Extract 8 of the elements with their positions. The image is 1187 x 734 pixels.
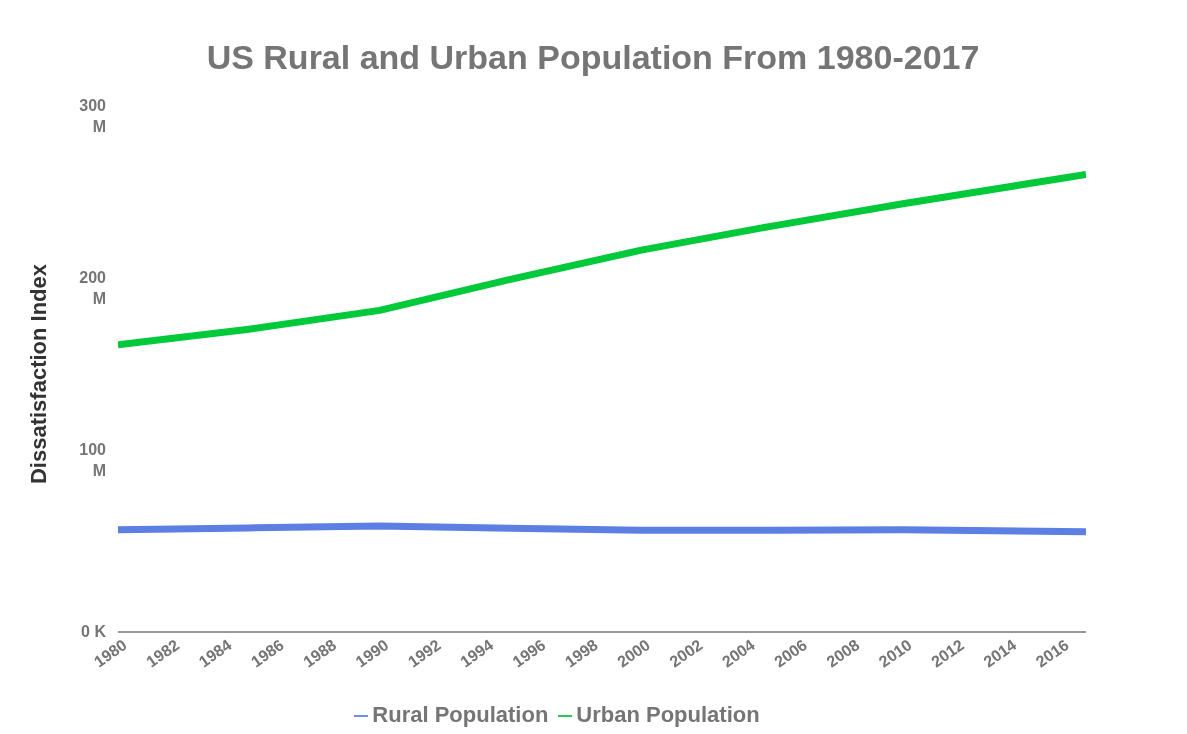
legend-label: Rural Population — [372, 702, 549, 727]
y-axis-title: Dissatisfaction Index — [25, 263, 51, 485]
legend-label: Urban Population — [576, 702, 760, 727]
chart-title: US Rural and Urban Population From 1980-2017 — [205, 37, 981, 78]
y-tick-label: 300 M — [79, 97, 107, 135]
y-tick-label: 200 M — [79, 269, 107, 307]
y-tick-label: 100 M — [79, 441, 107, 479]
y-tick-label: 0 K — [81, 623, 107, 640]
